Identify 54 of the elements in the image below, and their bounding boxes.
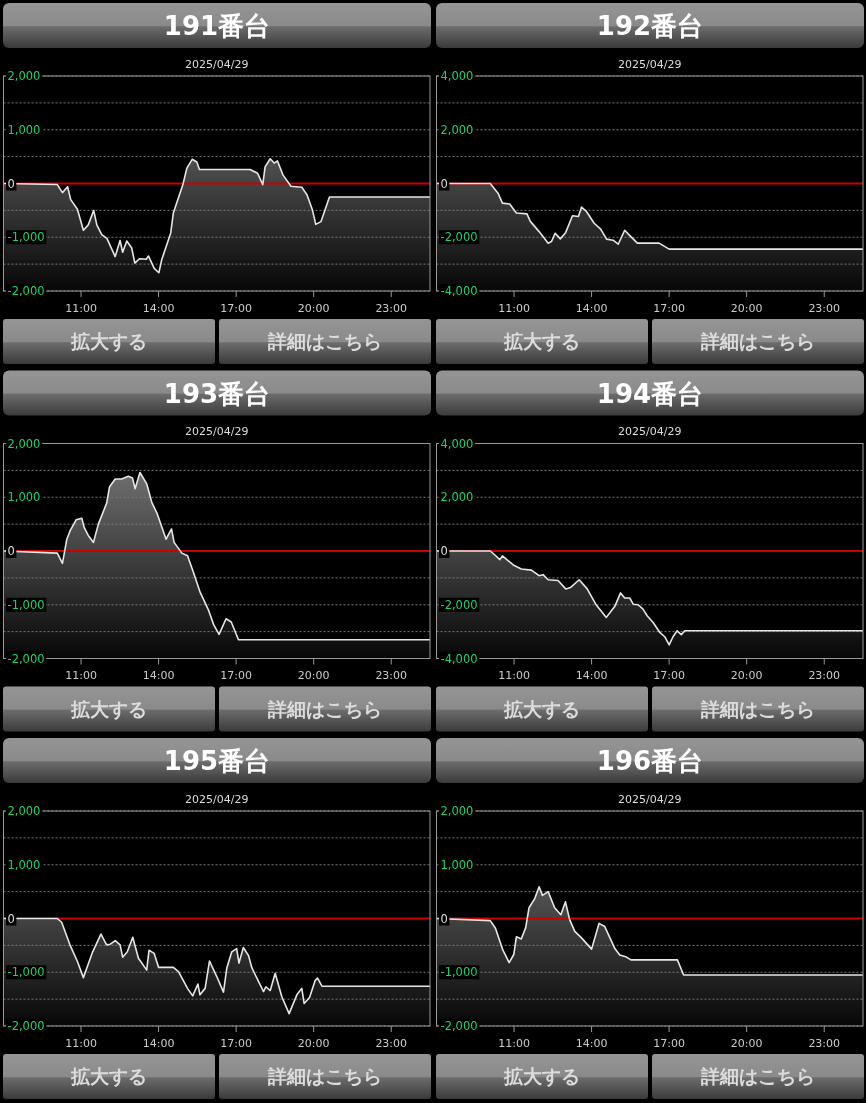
chart-subtitle: 2025/04/29 (185, 57, 249, 71)
x-tick-label: 20:00 (730, 669, 763, 682)
chart-title: 195番台 (163, 746, 271, 776)
x-tick-label: 20:00 (730, 1036, 763, 1050)
chart-title: 192番台 (596, 11, 704, 41)
chart-subtitle: 2025/04/29 (618, 425, 682, 438)
button: 詳細はこちら (219, 686, 431, 732)
x-tick-label: 17:00 (220, 1036, 252, 1050)
x-tick-label: 11:00 (65, 301, 97, 315)
chart-title: 191番台 (163, 11, 271, 41)
x-tick-label: 20:00 (297, 669, 330, 682)
chart-title: 194番台 (596, 378, 704, 409)
x-tick-label: 11:00 (65, 669, 97, 682)
x-tick-label: 14:00 (575, 669, 608, 682)
x-tick-label: 11:00 (498, 669, 530, 682)
button: 拡大する (436, 1054, 648, 1099)
chart-subtitle: 2025/04/29 (185, 425, 249, 438)
x-tick-label: 17:00 (220, 301, 252, 315)
x-tick-label: 11:00 (498, 301, 530, 315)
x-tick-label: 11:00 (498, 1036, 530, 1050)
x-tick-label: 23:00 (808, 1036, 841, 1050)
button: 詳細はこちら (219, 319, 431, 364)
x-tick-label: 17:00 (653, 1036, 685, 1050)
button: 詳細はこちら (652, 319, 864, 364)
x-tick-label: 23:00 (808, 669, 841, 682)
button: 詳細はこちら (652, 686, 864, 732)
x-tick-label: 14:00 (142, 669, 175, 682)
x-tick-label: 14:00 (575, 301, 608, 315)
x-tick-label: 20:00 (730, 301, 763, 315)
x-tick-label: 17:00 (220, 669, 252, 682)
x-tick-label: 23:00 (808, 301, 841, 315)
x-tick-label: 17:00 (653, 301, 685, 315)
x-tick-label: 14:00 (142, 1036, 175, 1050)
x-tick-label: 11:00 (65, 1036, 97, 1050)
button: 拡大する (436, 686, 648, 732)
button: 詳細はこちら (652, 1054, 864, 1099)
x-tick-label: 23:00 (375, 669, 408, 682)
x-tick-label: 23:00 (375, 301, 408, 315)
chart-subtitle: 2025/04/29 (618, 57, 682, 71)
x-tick-label: 20:00 (297, 1036, 330, 1050)
button: 拡大する (3, 1054, 215, 1099)
button: 拡大する (436, 319, 648, 364)
chart-title: 193番台 (163, 378, 271, 409)
x-tick-label: 23:00 (375, 1036, 408, 1050)
x-tick-label: 20:00 (297, 301, 330, 315)
chart-title: 196番台 (596, 746, 704, 776)
x-tick-label: 14:00 (142, 301, 175, 315)
x-tick-label: 14:00 (575, 1036, 608, 1050)
x-tick-label: 17:00 (653, 669, 685, 682)
button: 拡大する (3, 686, 215, 732)
button: 拡大する (3, 319, 215, 364)
button: 詳細はこちら (219, 1054, 431, 1099)
chart-subtitle: 2025/04/29 (185, 792, 249, 806)
chart-subtitle: 2025/04/29 (618, 792, 682, 806)
